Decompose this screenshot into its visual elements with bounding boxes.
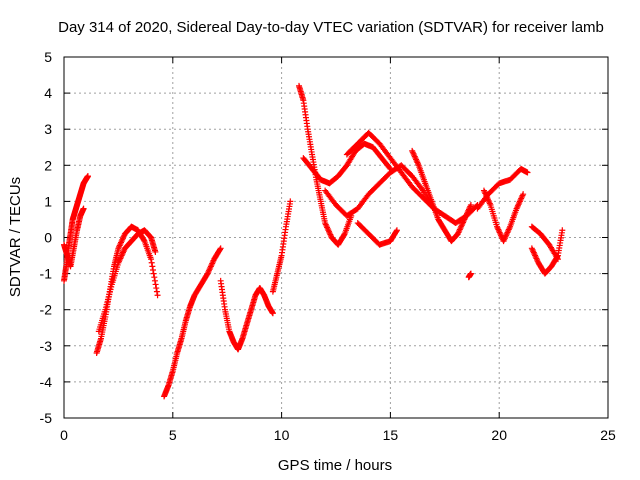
x-tick-label: 25 (600, 427, 616, 443)
data-point (393, 228, 400, 235)
data-point (341, 231, 348, 238)
data-point (140, 237, 147, 244)
series-e (161, 245, 224, 400)
data-point (217, 246, 224, 253)
series-g (269, 198, 294, 295)
series-k (343, 129, 481, 227)
x-tick-label: 15 (383, 427, 399, 443)
series-m (465, 270, 474, 281)
series-r (354, 220, 400, 248)
x-tick-label: 5 (169, 427, 177, 443)
data-point (467, 202, 474, 209)
x-axis-label: GPS time / hours (278, 457, 392, 474)
y-tick-label: 3 (44, 121, 52, 137)
data-point (151, 274, 158, 281)
data-point (524, 169, 531, 176)
series-l (409, 147, 474, 245)
series-f (217, 277, 276, 353)
x-tick-label: 10 (274, 427, 290, 443)
y-axis-label: SDTVAR / TECUs (7, 177, 24, 297)
series-q (528, 223, 561, 263)
y-tick-label: -1 (40, 266, 53, 282)
data-point (393, 227, 400, 234)
data-point (152, 248, 159, 255)
series-j (322, 162, 437, 219)
chart-title: Day 314 of 2020, Sidereal Day-to-day VTE… (58, 19, 604, 36)
data-point (154, 292, 161, 299)
data-point (149, 266, 156, 273)
data-point (287, 198, 294, 205)
data-point (467, 270, 474, 277)
series-a (61, 173, 91, 284)
data-point (554, 256, 561, 263)
x-tick-label: 20 (491, 427, 507, 443)
series-i (300, 140, 394, 187)
data-point (153, 285, 160, 292)
y-tick-label: -4 (40, 374, 53, 390)
data-point (520, 191, 527, 198)
data-point (148, 256, 155, 263)
y-tick-label: -5 (40, 410, 53, 426)
y-tick-label: 4 (44, 85, 52, 101)
y-axis: -5 -4 -3 -2 -1 0 1 2 3 4 5 (40, 49, 608, 426)
y-tick-label: 5 (44, 49, 52, 65)
y-tick-label: 0 (44, 230, 52, 246)
data-point (80, 205, 87, 212)
data-point (152, 281, 159, 288)
series-n (474, 165, 531, 212)
series-d (95, 227, 159, 335)
y-tick-label: 1 (44, 193, 52, 209)
x-axis: 0 5 10 15 20 25 (60, 57, 616, 443)
data-point (149, 263, 156, 270)
data-point (559, 227, 566, 234)
data-point (151, 277, 158, 284)
y-tick-label: 2 (44, 157, 52, 173)
data-point (148, 259, 155, 266)
series-p (528, 227, 566, 277)
data-point (153, 288, 160, 295)
y-tick-label: -3 (40, 338, 53, 354)
data-point (150, 270, 157, 277)
data-point (84, 173, 91, 180)
data-point (217, 245, 224, 252)
data-point (386, 164, 393, 171)
y-tick-label: -2 (40, 302, 53, 318)
x-tick-label: 0 (60, 427, 68, 443)
series-o (480, 187, 527, 245)
data-point (269, 310, 276, 317)
series-b (61, 205, 87, 270)
data-points (61, 82, 566, 400)
